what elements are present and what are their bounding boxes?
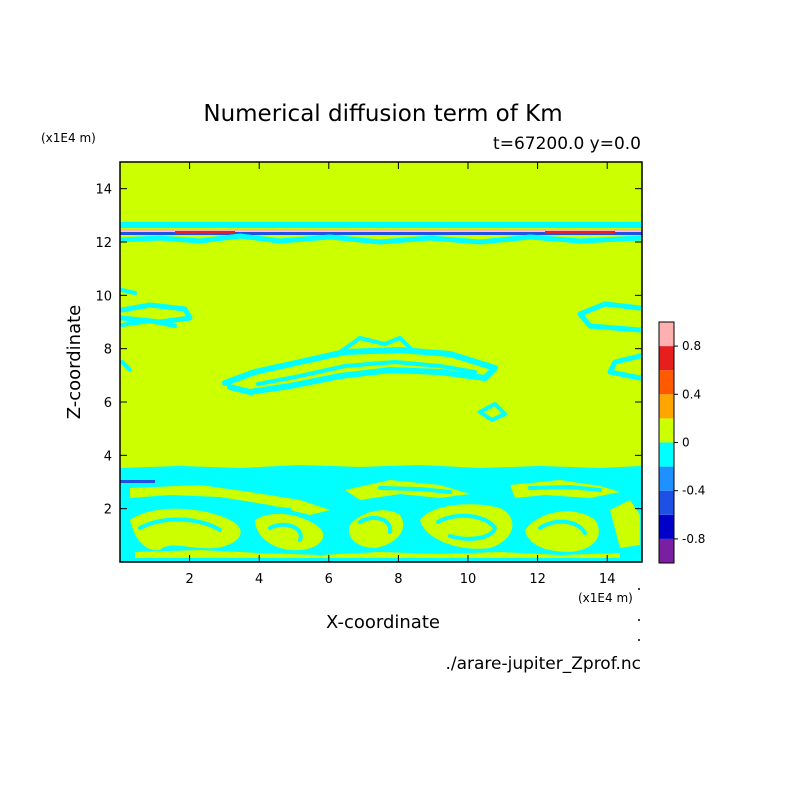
colorbar-swatch: [659, 346, 674, 371]
contour-region: [175, 231, 235, 234]
x-tick-label: 14: [599, 572, 616, 587]
x-tick-label: 12: [529, 572, 546, 587]
corner-marks: [638, 588, 640, 641]
colorbar-swatch: [659, 370, 674, 395]
colorbar-swatch: [659, 418, 674, 443]
y-tick-label: 8: [104, 343, 112, 358]
y-tick-label: 10: [95, 289, 112, 304]
contour-band: [138, 517, 222, 532]
colorbar-swatch: [659, 394, 674, 419]
contour-region: [255, 513, 324, 551]
colorbar-tick-label: 0: [682, 436, 690, 450]
y-tick-label: 4: [104, 449, 112, 464]
contour-band: [268, 522, 303, 542]
colorbar-swatch: [659, 322, 674, 347]
contour-band: [478, 402, 507, 422]
y-tick-label: 6: [104, 396, 112, 411]
contour-region: [610, 500, 640, 548]
contour-band: [338, 336, 412, 354]
contour-region: [420, 504, 513, 549]
colorbar-tick-label: -0.4: [682, 484, 705, 498]
contour-region: [120, 480, 155, 483]
y-tick-label: 12: [95, 236, 112, 251]
colorbar-swatch: [659, 514, 674, 539]
contour-region: [120, 232, 642, 235]
y-axis: 2 4 6 8 10 12 14: [95, 183, 642, 518]
contour-band: [378, 486, 452, 494]
colorbar: 0.8 0.4 0 -0.4 -0.8: [658, 321, 705, 564]
contour-region: [545, 231, 615, 234]
contour-band: [120, 288, 137, 295]
contour-region: [120, 222, 642, 228]
y-tick-label: 14: [95, 183, 112, 198]
x-axis: 2 4 6 8 10 12 14: [185, 162, 615, 587]
contour-band: [120, 233, 642, 245]
colorbar-tick-label: -0.8: [682, 532, 705, 546]
x-tick-label: 2: [185, 572, 193, 587]
contour-regions: [120, 222, 642, 562]
colorbar-tick-label: 0.8: [682, 339, 701, 353]
contour-band: [120, 360, 132, 372]
contour-band: [607, 353, 642, 381]
plot-frame: [119, 161, 643, 563]
contour-region: [130, 508, 241, 551]
colorbar-swatch: [659, 442, 674, 467]
contour-band: [178, 498, 292, 512]
contour-band: [577, 301, 642, 333]
contour-region: [525, 511, 599, 552]
contour-band: [528, 485, 602, 492]
x-tick-label: 4: [255, 572, 263, 587]
contour-band: [222, 347, 498, 395]
contour-region: [120, 229, 642, 231]
colorbar-swatch: [659, 538, 674, 563]
x-axis-label: X-coordinate: [326, 612, 440, 633]
y-axis-unit: (x1E4 m): [41, 131, 96, 145]
y-axis-label: Z-coordinate: [64, 305, 85, 420]
contour-region: [135, 550, 620, 558]
x-axis-unit: (x1E4 m): [578, 591, 633, 605]
colorbar-swatch: [659, 466, 674, 491]
colorbar-tick-label: 0.4: [682, 387, 701, 401]
contour-band: [256, 360, 477, 386]
chart-title: Numerical diffusion term of Km: [203, 101, 562, 127]
colorbar-swatch: [659, 490, 674, 515]
y-tick-label: 2: [104, 503, 112, 518]
contour-band: [120, 319, 177, 328]
x-tick-label: 6: [325, 572, 333, 587]
source-file-label: ./arare-jupiter_Zprof.nc: [445, 654, 641, 674]
contour-band: [358, 515, 393, 534]
chart-subtitle: t=67200.0 y=0.0: [493, 134, 641, 154]
x-tick-label: 8: [394, 572, 402, 587]
x-tick-label: 10: [460, 572, 477, 587]
contour-band: [436, 513, 497, 541]
plot-area: [119, 161, 643, 563]
contour-band: [538, 519, 587, 535]
